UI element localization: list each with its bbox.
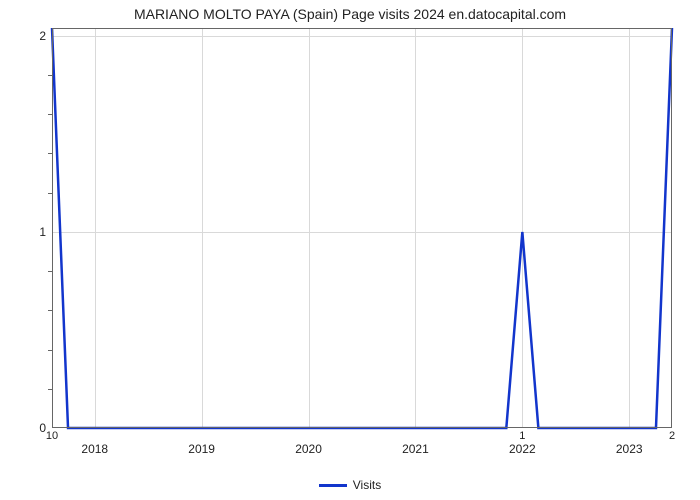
legend-label: Visits — [353, 478, 381, 492]
y-minor-tick — [48, 389, 52, 390]
plot-area: 012 201820192020202120222023 1012 — [52, 28, 672, 428]
data-value-label: 1 — [519, 428, 525, 442]
y-minor-tick — [48, 75, 52, 76]
chart-title: MARIANO MOLTO PAYA (Spain) Page visits 2… — [0, 6, 700, 22]
x-tick-label: 2023 — [616, 428, 643, 456]
legend-item-visits: Visits — [319, 478, 381, 492]
y-minor-tick — [48, 153, 52, 154]
line-series — [52, 28, 672, 428]
x-tick-label: 2020 — [295, 428, 322, 456]
y-minor-tick — [48, 310, 52, 311]
data-value-label: 10 — [46, 428, 58, 442]
x-tick-label: 2021 — [402, 428, 429, 456]
y-minor-tick — [48, 114, 52, 115]
y-minor-tick — [48, 271, 52, 272]
y-tick-label: 2 — [39, 29, 52, 43]
legend-swatch — [319, 484, 347, 487]
y-tick-label: 1 — [39, 225, 52, 239]
data-value-label: 2 — [669, 428, 675, 442]
y-minor-tick — [48, 350, 52, 351]
visits-line — [52, 28, 672, 428]
y-minor-tick — [48, 193, 52, 194]
legend: Visits — [0, 476, 700, 493]
x-tick-label: 2019 — [188, 428, 215, 456]
x-tick-label: 2018 — [81, 428, 108, 456]
